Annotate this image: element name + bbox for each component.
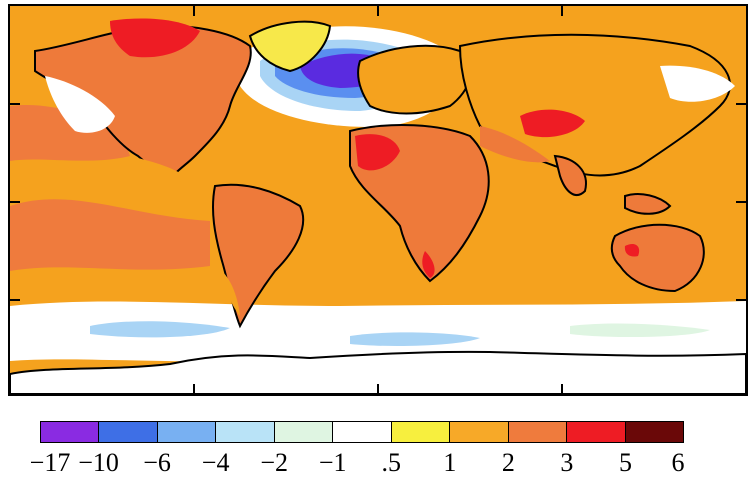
pacific-warm-band — [10, 199, 210, 271]
legend-label-3: −4 — [201, 448, 230, 477]
southern-ocean-cold-west — [90, 321, 230, 338]
color-legend-labels: −17 −10 −6 −4 −2 −1 .5 1 2 3 5 6 — [0, 448, 756, 482]
southern-ocean-cold-center — [350, 332, 480, 346]
middle-east-region — [480, 126, 550, 163]
color-legend-bar — [40, 421, 684, 443]
south-america — [212, 183, 305, 329]
mexico-region — [130, 156, 185, 185]
legend-swatch-6 — [391, 422, 451, 442]
north-pacific-warm — [10, 105, 130, 161]
legend-label-2: −6 — [143, 448, 171, 477]
legend-label-1: −10 — [78, 448, 119, 477]
patagonia — [222, 271, 240, 316]
legend-label-8: 2 — [501, 448, 515, 477]
legend-label-9: 3 — [560, 448, 574, 477]
southeast-asia-islands — [624, 193, 672, 215]
southern-ocean-neutral-band — [10, 301, 746, 362]
legend-label-0: −17 — [29, 448, 71, 477]
legend-label-11: 6 — [671, 448, 685, 477]
legend-swatch-2 — [157, 422, 217, 442]
legend-swatch-3 — [216, 422, 275, 442]
legend-swatch-5 — [333, 422, 392, 442]
australia-warm-spot — [624, 244, 640, 257]
australia — [610, 223, 705, 293]
canada-arctic-warm — [110, 18, 200, 58]
western-north-america-neutral — [45, 76, 115, 133]
legend-swatch-7 — [450, 422, 509, 442]
greenland — [248, 20, 332, 73]
legend-label-4: −2 — [260, 448, 289, 477]
legend-swatch-8 — [508, 422, 568, 442]
europe — [357, 44, 472, 115]
legend-swatch-0 — [41, 422, 100, 442]
india — [553, 154, 587, 196]
world-map-svg — [10, 6, 746, 394]
southern-africa-warm-spot — [422, 251, 435, 278]
southern-ocean-cool-east — [570, 323, 710, 338]
sahara-warm-spot — [355, 134, 400, 171]
legend-label-7: 1 — [443, 448, 457, 477]
legend-label-6: .5 — [381, 448, 402, 477]
legend-swatch-9 — [567, 422, 626, 442]
antarctica — [10, 350, 746, 394]
siberia-neutral — [660, 65, 735, 102]
legend-swatch-1 — [99, 422, 158, 442]
legend-label-5: −1 — [318, 448, 347, 477]
legend-swatch-4 — [274, 422, 334, 442]
temperature-anomaly-map — [8, 4, 748, 396]
legend-swatch-10 — [625, 422, 683, 442]
legend-label-10: 5 — [618, 448, 632, 477]
central-asia-warm-spot — [520, 109, 585, 138]
